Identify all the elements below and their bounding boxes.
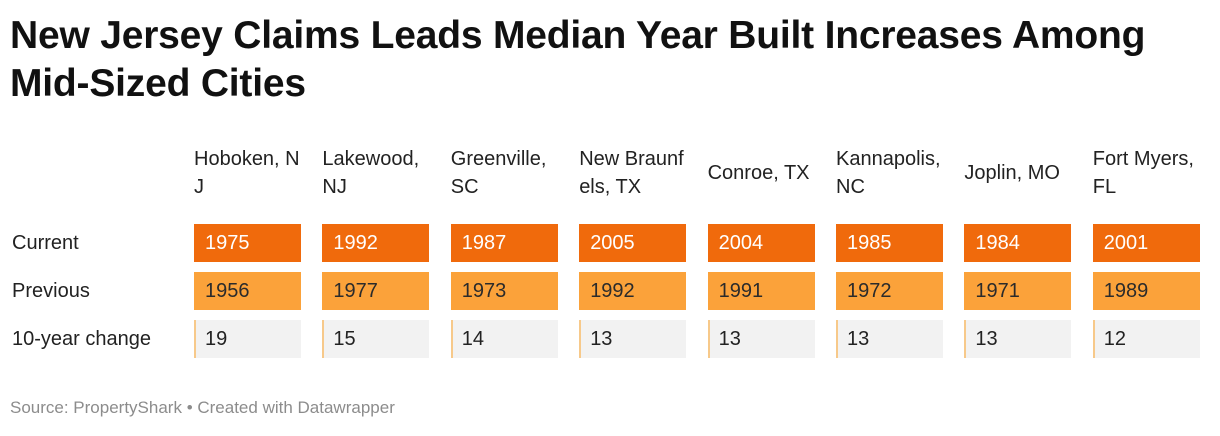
table-cell-change: 13 <box>964 320 1072 358</box>
table-cell-previous: 1992 <box>579 272 687 310</box>
column-header: Kannapolis, NC <box>836 148 941 198</box>
table-cell-previous: 1991 <box>707 272 815 310</box>
table-cell-current: 1984 <box>964 224 1072 262</box>
table-cell-change: 13 <box>579 320 687 358</box>
column-header: Lakewood, NJ <box>322 148 420 198</box>
table-cell-change: 13 <box>707 320 815 358</box>
table-cell-previous: 1972 <box>836 272 943 310</box>
row-label: Previous <box>12 279 90 302</box>
table-cell-current: 2004 <box>707 224 815 262</box>
table-cell-previous: 1971 <box>964 272 1072 310</box>
table-cell-previous: 1977 <box>322 272 430 310</box>
table-cell-current: 2001 <box>1092 224 1200 262</box>
column-header: Hoboken, NJ <box>194 148 300 198</box>
table-cell-change: 12 <box>1092 320 1200 358</box>
row-label: Current <box>12 231 79 254</box>
row-label: 10-year change <box>12 327 151 350</box>
chart-title: New Jersey Claims Leads Median Year Buil… <box>10 14 1146 105</box>
table-cell-previous: 1956 <box>194 272 301 310</box>
table-cell-change: 14 <box>450 320 558 358</box>
table-cell-previous: 1973 <box>450 272 558 310</box>
table-cell-change: 13 <box>836 320 943 358</box>
table-cell-change: 19 <box>194 320 301 358</box>
table-cell-current: 1992 <box>322 224 430 262</box>
column-header: New Braunfels, TX <box>579 148 684 198</box>
table-cell-current: 2005 <box>579 224 687 262</box>
table-cell-current: 1975 <box>194 224 301 262</box>
source-note: Source: PropertyShark • Created with Dat… <box>10 398 395 417</box>
column-header: Fort Myers, FL <box>1092 148 1194 198</box>
table-cell-current: 1985 <box>836 224 943 262</box>
table-cell-previous: 1989 <box>1092 272 1200 310</box>
column-header: Greenville, SC <box>450 148 547 198</box>
column-header: Joplin, MO <box>964 162 1060 184</box>
table-cell-change: 15 <box>322 320 430 358</box>
column-header: Conroe, TX <box>707 162 810 184</box>
table-cell-current: 1987 <box>450 224 558 262</box>
